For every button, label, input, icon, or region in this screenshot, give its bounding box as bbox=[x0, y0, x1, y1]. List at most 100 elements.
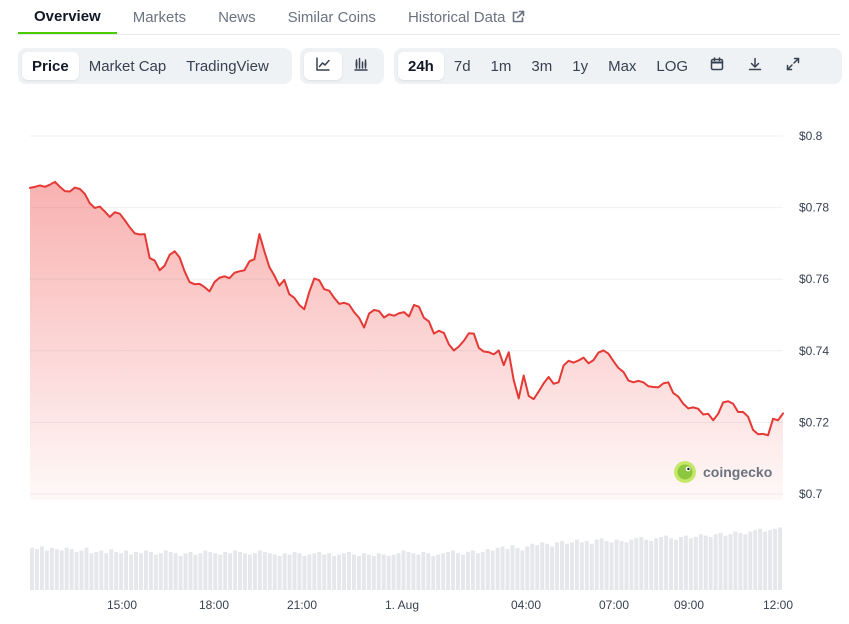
volume-bar bbox=[560, 541, 565, 590]
volume-bar bbox=[327, 553, 332, 590]
volume-bar bbox=[282, 553, 287, 590]
volume-bar bbox=[426, 553, 431, 590]
volume-bar bbox=[203, 550, 208, 590]
volume-bar bbox=[183, 553, 188, 590]
log-scale-button[interactable]: LOG bbox=[656, 57, 689, 75]
volume-bar bbox=[565, 543, 569, 590]
price-chart[interactable]: $0.8 $0.78 $0.76 $0.74 $0.72 $0.7 15:00 18:00 2… bbox=[0, 96, 849, 624]
y-tick-label: $0.7 bbox=[799, 487, 823, 501]
y-tick-label: $0.78 bbox=[799, 201, 829, 215]
volume-bar bbox=[654, 538, 659, 590]
volume-bar bbox=[659, 536, 664, 590]
volume-bar bbox=[515, 547, 520, 590]
range-1m-button[interactable]: 1m bbox=[490, 57, 512, 75]
x-tick-label: 15:00 bbox=[107, 598, 137, 612]
volume-bar bbox=[584, 541, 589, 590]
volume-bar bbox=[579, 542, 584, 590]
volume-bar bbox=[525, 546, 530, 590]
volume-bar bbox=[480, 551, 485, 590]
volume-bar bbox=[569, 542, 574, 590]
volume-bar bbox=[54, 549, 59, 590]
volume-bar bbox=[30, 547, 34, 590]
volume-bar bbox=[723, 535, 728, 590]
volume-bar bbox=[485, 549, 490, 590]
volume-bar bbox=[371, 555, 376, 590]
volume-bar bbox=[763, 531, 768, 590]
volume-bar bbox=[188, 551, 193, 590]
volume-bar bbox=[698, 534, 703, 590]
volume-bar bbox=[713, 534, 718, 590]
range-3m-button[interactable]: 3m bbox=[531, 57, 553, 75]
volume-bar bbox=[728, 534, 733, 590]
range-1y-button[interactable]: 1y bbox=[572, 57, 589, 75]
tab-overview[interactable]: Overview bbox=[18, 0, 117, 34]
calendar-button[interactable] bbox=[698, 52, 736, 80]
metric-tradingview-button[interactable]: TradingView bbox=[186, 57, 269, 75]
volume-bar bbox=[644, 539, 649, 590]
volume-bar bbox=[153, 554, 158, 590]
expand-button[interactable] bbox=[774, 52, 812, 80]
tab-historical-data[interactable]: Historical Data bbox=[392, 0, 542, 34]
volume-bar bbox=[460, 554, 465, 590]
volume-bar bbox=[406, 551, 411, 590]
price-line bbox=[29, 180, 784, 437]
volume-bar bbox=[703, 535, 708, 590]
volume-bar bbox=[451, 550, 456, 590]
volume-bar bbox=[475, 553, 480, 590]
volume-bar bbox=[138, 553, 143, 590]
volume-bar bbox=[664, 535, 669, 590]
volume-bar bbox=[337, 554, 342, 590]
volume-bar bbox=[213, 553, 218, 590]
volume-bar bbox=[683, 535, 688, 590]
range-max-button[interactable]: Max bbox=[608, 57, 637, 75]
volume-bar bbox=[535, 545, 540, 590]
x-tick-label: 07:00 bbox=[599, 598, 629, 612]
volume-bar bbox=[490, 550, 495, 590]
tab-news[interactable]: News bbox=[202, 0, 272, 34]
volume-bar bbox=[44, 550, 49, 590]
volume-bar bbox=[416, 554, 421, 590]
range-24h-button[interactable]: 24h bbox=[398, 52, 444, 80]
volume-bar bbox=[550, 546, 555, 590]
metric-market-cap-button[interactable]: Market Cap bbox=[88, 57, 167, 75]
volume-bar bbox=[574, 539, 579, 590]
volume-bar bbox=[753, 530, 758, 590]
tab-similar-coins[interactable]: Similar Coins bbox=[272, 0, 392, 34]
volume-bar bbox=[431, 555, 436, 590]
tab-markets[interactable]: Markets bbox=[117, 0, 202, 34]
volume-bar bbox=[778, 527, 782, 590]
volume-bar bbox=[733, 531, 738, 590]
volume-bar bbox=[619, 541, 624, 590]
volume-bar bbox=[277, 555, 282, 590]
range-selector: 24h 7d 1m 3m 1y Max LOG bbox=[394, 48, 842, 84]
calendar-icon bbox=[709, 56, 725, 76]
download-button[interactable] bbox=[736, 52, 774, 80]
volume-bar bbox=[342, 553, 347, 590]
volume-bar bbox=[436, 554, 441, 590]
x-tick-label: 1. Aug bbox=[385, 598, 419, 612]
volume-bar bbox=[688, 538, 693, 590]
volume-bar bbox=[104, 553, 109, 590]
volume-bar bbox=[193, 554, 198, 590]
volume-bar bbox=[143, 550, 148, 590]
download-icon bbox=[747, 56, 763, 76]
volume-bar bbox=[84, 547, 89, 590]
metric-selector: Price Market Cap TradingView bbox=[18, 48, 292, 84]
metric-price-button[interactable]: Price bbox=[22, 52, 79, 80]
range-7d-button[interactable]: 7d bbox=[453, 57, 471, 75]
x-tick-label: 04:00 bbox=[511, 598, 541, 612]
volume-bar bbox=[500, 546, 505, 590]
volume-bar bbox=[545, 543, 550, 590]
volume-bar bbox=[589, 543, 594, 590]
candlestick-chart-button[interactable] bbox=[342, 52, 380, 80]
volume-bar bbox=[609, 542, 614, 590]
volume-bar bbox=[124, 550, 129, 590]
volume-bar bbox=[381, 554, 386, 590]
chart-kind-selector bbox=[300, 48, 384, 84]
line-chart-button[interactable] bbox=[304, 52, 342, 80]
volume-bar bbox=[456, 553, 460, 590]
volume-bar bbox=[262, 551, 267, 590]
volume-bar bbox=[758, 528, 763, 590]
volume-bar bbox=[79, 550, 84, 590]
volume-bar bbox=[69, 549, 74, 590]
